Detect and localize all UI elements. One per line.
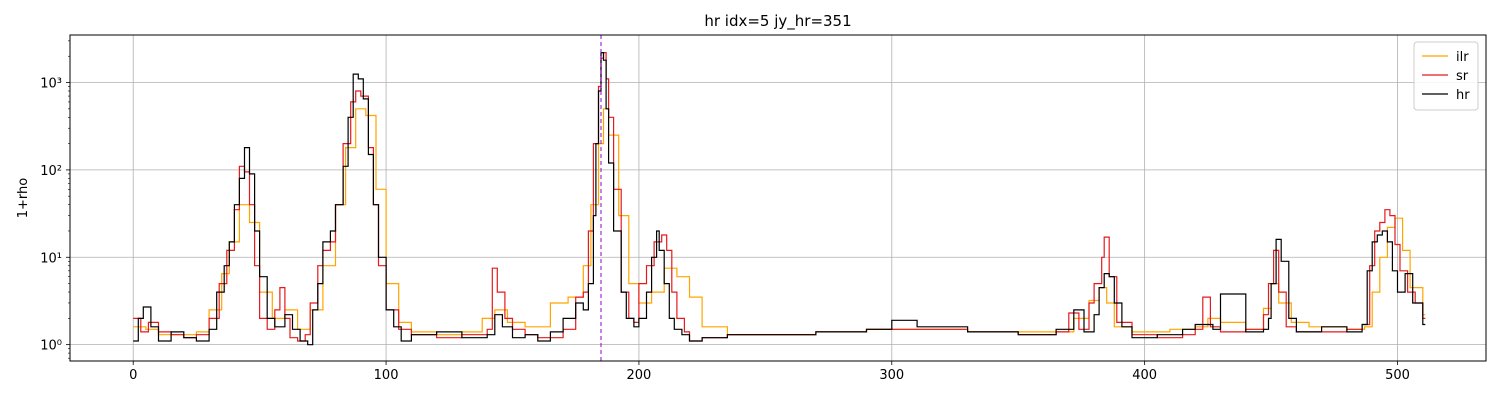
legend: ilr sr hr [1413, 41, 1479, 111]
x-tick-label: 200 [627, 368, 652, 383]
y-tick-label: 10² [40, 164, 62, 179]
legend-label-sr: sr [1456, 69, 1469, 84]
series-line-sr [133, 52, 1426, 342]
x-tick-label: 400 [1132, 368, 1157, 383]
legend-label-hr: hr [1456, 88, 1470, 103]
y-axis-label: 1+rho [16, 178, 31, 219]
chart-title: hr idx=5 jy_hr=351 [704, 12, 851, 31]
y-tick-label: 10¹ [40, 251, 62, 266]
x-tick-label: 500 [1385, 368, 1410, 383]
legend-label-ilr: ilr [1456, 50, 1469, 65]
series-layer [133, 52, 1426, 346]
y-tick-label: 10³ [40, 77, 62, 92]
axes: 0 100 200 300 400 500 10⁰ 10¹ 10² 10³ [40, 40, 1410, 383]
plot-area-frame [69, 34, 1487, 362]
x-tick-label: 300 [879, 368, 904, 383]
x-tick-label: 0 [129, 368, 137, 383]
grid [70, 35, 1486, 361]
y-tick-label: 10⁰ [40, 339, 62, 354]
series-line-hr [133, 52, 1426, 346]
x-tick-label: 100 [374, 368, 399, 383]
legend-box [1413, 41, 1479, 111]
